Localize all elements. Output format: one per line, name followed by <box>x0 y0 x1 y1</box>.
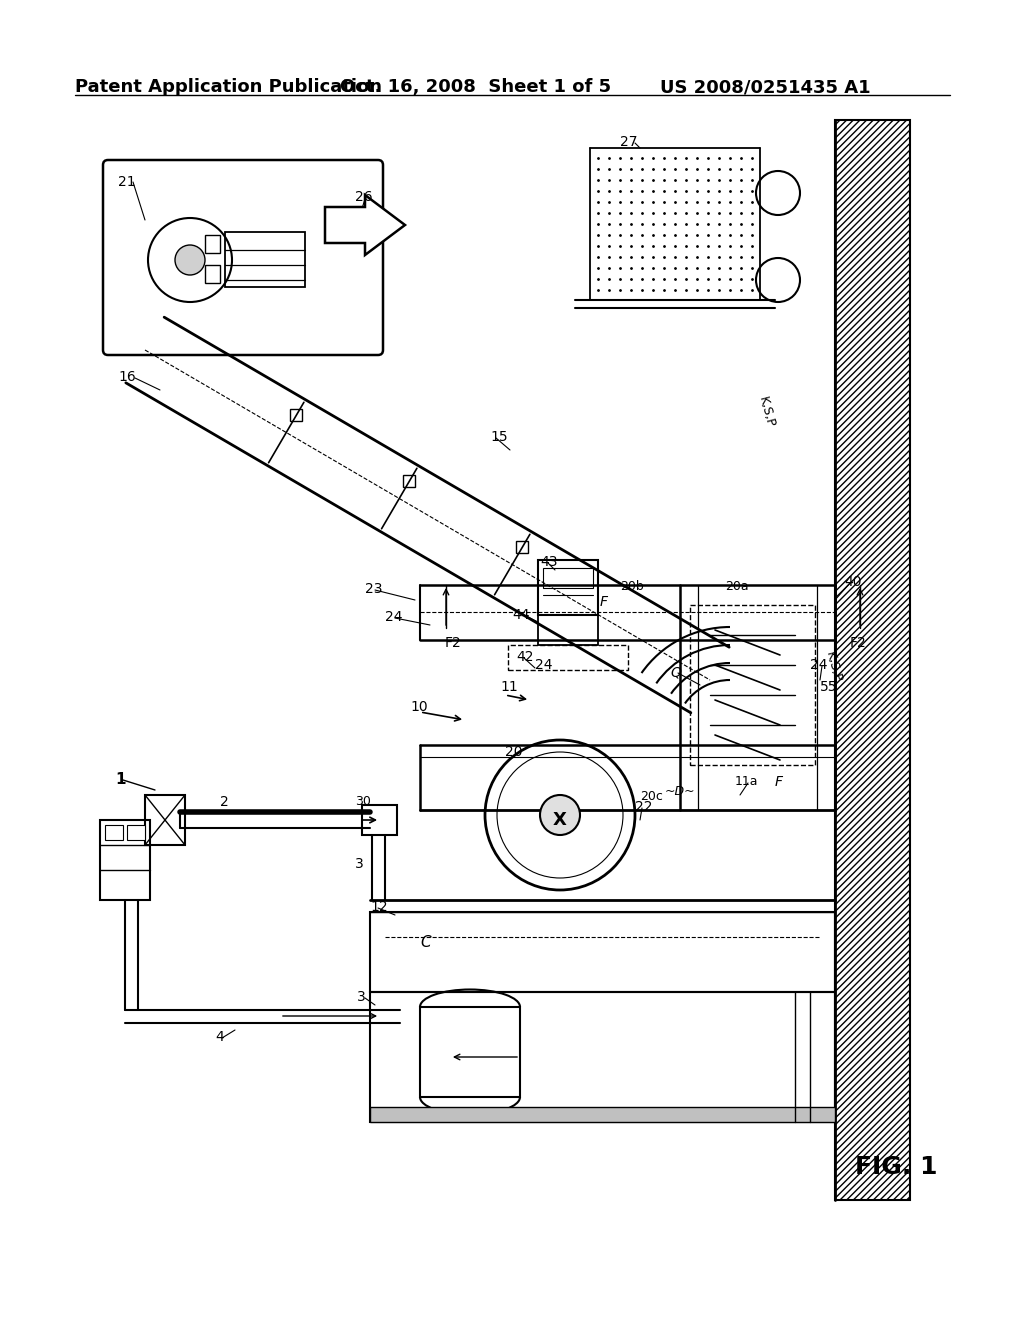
Text: 22: 22 <box>635 800 652 814</box>
Text: 55: 55 <box>820 680 838 694</box>
Bar <box>543 568 593 587</box>
Text: 21: 21 <box>118 176 135 189</box>
Bar <box>538 615 598 645</box>
Circle shape <box>175 246 205 275</box>
Text: 23: 23 <box>365 582 383 597</box>
Text: F: F <box>775 775 783 789</box>
Text: F: F <box>600 595 608 609</box>
Bar <box>127 825 145 840</box>
Text: K,S,P: K,S,P <box>823 649 844 684</box>
Circle shape <box>540 795 580 836</box>
Polygon shape <box>325 195 406 255</box>
Text: 15: 15 <box>490 430 508 444</box>
Text: 3: 3 <box>355 857 364 871</box>
Text: 40: 40 <box>844 576 861 589</box>
Bar <box>370 1107 835 1122</box>
Text: 27: 27 <box>620 135 638 149</box>
Text: FIG. 1: FIG. 1 <box>855 1155 938 1179</box>
Text: ~D~: ~D~ <box>665 785 695 799</box>
Text: 2: 2 <box>220 795 228 809</box>
Bar <box>362 805 397 836</box>
Text: 30: 30 <box>355 795 371 808</box>
Text: 42: 42 <box>516 649 534 664</box>
Text: 3: 3 <box>357 990 366 1005</box>
Text: 24: 24 <box>810 657 827 672</box>
Bar <box>370 912 835 993</box>
Text: US 2008/0251435 A1: US 2008/0251435 A1 <box>660 78 870 96</box>
Bar <box>403 475 416 487</box>
Bar <box>205 235 220 253</box>
Bar <box>145 795 185 845</box>
Text: 20a: 20a <box>725 579 749 593</box>
Text: 20c: 20c <box>640 789 663 803</box>
Text: 16: 16 <box>118 370 136 384</box>
Text: 26: 26 <box>355 190 373 205</box>
Text: 4: 4 <box>215 1030 224 1044</box>
Bar <box>100 820 150 900</box>
Bar <box>105 825 123 840</box>
Text: Patent Application Publication: Patent Application Publication <box>75 78 382 96</box>
Text: Oct. 16, 2008  Sheet 1 of 5: Oct. 16, 2008 Sheet 1 of 5 <box>340 78 611 96</box>
Bar <box>690 605 815 766</box>
Text: 20: 20 <box>505 744 522 759</box>
Bar <box>370 993 835 1122</box>
Text: 12: 12 <box>370 900 388 913</box>
Bar <box>225 232 305 286</box>
FancyBboxPatch shape <box>103 160 383 355</box>
Bar <box>420 1007 520 1097</box>
Text: C: C <box>420 935 431 950</box>
Text: F2: F2 <box>850 636 866 649</box>
Text: 11a: 11a <box>735 775 759 788</box>
Text: 1: 1 <box>115 772 126 787</box>
Text: K,S,P: K,S,P <box>756 395 777 429</box>
Bar <box>516 541 528 553</box>
Bar <box>538 560 598 615</box>
Text: Q: Q <box>670 665 681 678</box>
Text: 10: 10 <box>410 700 428 714</box>
Text: 20b: 20b <box>620 579 644 593</box>
Text: 24: 24 <box>535 657 553 672</box>
Bar <box>291 409 302 421</box>
Text: F2: F2 <box>445 636 462 649</box>
Bar <box>205 265 220 282</box>
Text: 44: 44 <box>512 609 529 622</box>
Bar <box>508 645 628 671</box>
Text: X: X <box>553 810 567 829</box>
Bar <box>835 120 910 1200</box>
Text: 11: 11 <box>500 680 518 694</box>
Text: 43: 43 <box>540 554 557 569</box>
Text: 24: 24 <box>385 610 402 624</box>
